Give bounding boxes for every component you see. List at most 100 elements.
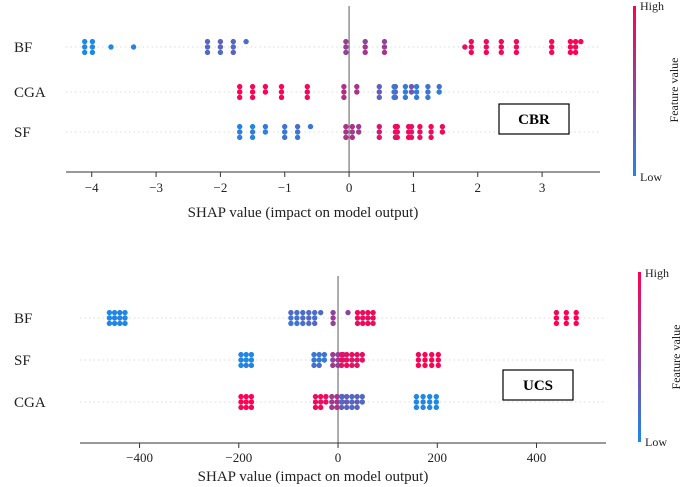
shap-point-bf (288, 315, 294, 321)
shap-point-cga (262, 83, 269, 90)
shap-point-sf (307, 123, 314, 130)
shap-point-sf (321, 357, 328, 363)
shap-point-cga (243, 404, 249, 411)
shap-point-sf (394, 123, 400, 130)
shap-point-bf (108, 44, 114, 50)
shap-point-bf (82, 49, 88, 56)
shap-point-sf (338, 351, 345, 358)
shap-point-bf (381, 49, 388, 56)
colorbar-high-label: High (640, 0, 664, 13)
shap-point-cga (413, 393, 420, 400)
shap-point-cga (341, 94, 347, 101)
shap-point-sf (249, 123, 256, 130)
shap-point-bf (381, 44, 388, 50)
shap-point-bf (498, 49, 504, 56)
shap-point-cga (436, 83, 442, 90)
shap-point-sf (243, 362, 249, 369)
shap-point-cga (323, 393, 329, 400)
shap-point-bf (360, 315, 366, 321)
shap-point-bf (498, 38, 504, 45)
shap-point-cga (304, 83, 310, 90)
shap-point-bf (217, 44, 224, 50)
shap-point-cga (334, 404, 340, 411)
shap-point-bf (362, 44, 368, 50)
shap-point-bf (513, 44, 520, 50)
x-tick-label: −400 (126, 450, 153, 465)
colorbar-title: Feature value (669, 325, 683, 390)
shap-point-bf (365, 315, 371, 321)
shap-point-bf (343, 38, 349, 45)
shap-point-bf (111, 315, 118, 321)
shap-point-cga (312, 393, 319, 400)
shap-point-cga (344, 393, 350, 400)
shap-point-sf (429, 357, 435, 363)
shap-point-cga (354, 404, 360, 411)
shap-point-sf (428, 134, 434, 141)
shap-point-sf (415, 357, 422, 363)
shap-point-sf (249, 134, 256, 141)
shap-point-cga (238, 399, 244, 405)
shap-point-bf (300, 320, 306, 327)
shap-point-cga (427, 404, 433, 411)
shap-point-bf (204, 38, 211, 45)
shap-point-cga (248, 399, 255, 405)
shap-point-cga (278, 89, 285, 95)
x-tick-label: 200 (428, 450, 448, 465)
shap-point-cga (359, 399, 365, 405)
shap-point-bf (306, 320, 312, 327)
feature-label-cga: CGA (14, 395, 46, 411)
shap-point-bf (243, 38, 249, 45)
shap-point-cga (413, 399, 420, 405)
shap-point-sf (243, 351, 249, 358)
shap-point-cga (262, 89, 269, 95)
shap-point-bf (553, 320, 560, 327)
shap-point-bf (89, 49, 96, 56)
shap-point-cga (318, 404, 324, 411)
x-tick-label: −3 (149, 180, 163, 195)
shap-point-cga (433, 404, 439, 411)
shap-point-sf (237, 123, 243, 130)
shap-point-cga (427, 393, 433, 400)
shap-point-cga (402, 94, 409, 101)
shap-point-sf (349, 357, 355, 363)
shap-point-cga (334, 393, 340, 400)
x-tick-label: 2 (475, 180, 482, 195)
x-tick-label: 1 (410, 180, 417, 195)
shap-point-bf (370, 309, 376, 316)
shap-point-sf (359, 357, 365, 363)
shap-point-bf (122, 320, 128, 327)
shap-point-cga (249, 94, 256, 101)
shap-point-cga (329, 404, 335, 411)
shap-point-sf (349, 123, 355, 130)
feature-label-bf: BF (14, 311, 32, 327)
shap-point-bf (573, 315, 579, 321)
shap-point-bf (230, 38, 236, 45)
colorbar-low-label: Low (640, 170, 662, 184)
shap-point-sf (356, 129, 362, 135)
shap-point-cga (329, 393, 335, 400)
x-axis-label: SHAP value (impact on model output) (198, 469, 429, 485)
shap-point-cga (354, 83, 360, 90)
shap-point-cga (249, 83, 256, 90)
colorbar (638, 272, 641, 442)
shap-point-bf (230, 49, 236, 56)
shap-point-sf (343, 129, 349, 135)
shap-point-bf (468, 49, 474, 56)
x-tick-label: −4 (85, 180, 99, 195)
shap-point-cga (312, 399, 319, 405)
shap-point-sf (376, 129, 382, 135)
shap-point-sf (405, 134, 412, 141)
shap-point-bf (573, 320, 579, 327)
shap-point-bf (106, 320, 113, 327)
shap-point-sf (354, 362, 360, 369)
shap-point-sf (417, 129, 423, 135)
shap-point-cga (354, 89, 360, 95)
feature-label-sf: SF (14, 125, 31, 141)
shap-point-bf (483, 44, 489, 50)
shap-point-sf (282, 123, 288, 130)
shap-point-sf (428, 123, 434, 130)
shap-point-sf (344, 357, 350, 363)
shap-point-bf (370, 320, 376, 327)
shap-point-bf (330, 320, 336, 327)
shap-point-bf (360, 320, 366, 327)
